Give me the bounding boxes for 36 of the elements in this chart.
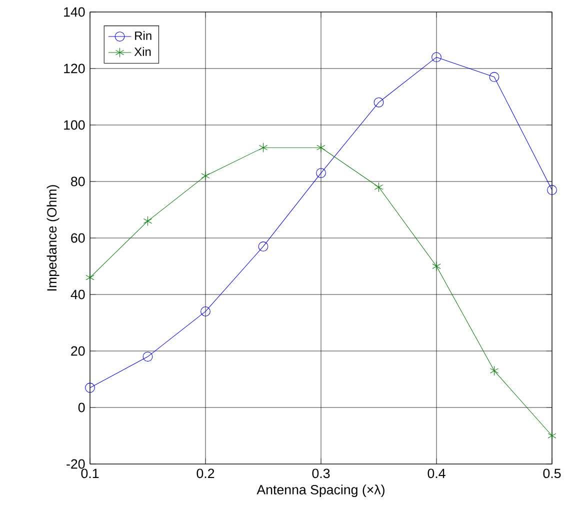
point [547, 185, 557, 195]
y-tick-label: -20 [66, 459, 85, 469]
x-axis-title: Antenna Spacing (×λ) [256, 484, 384, 498]
point [258, 242, 268, 252]
y-tick-label: 0 [78, 402, 85, 412]
point [316, 142, 326, 153]
y-tick-label: 40 [70, 290, 85, 300]
point [374, 182, 384, 192]
point [489, 72, 500, 82]
y-tick-label: 120 [64, 64, 85, 74]
point [548, 430, 556, 441]
x-tick-label: 0.1 [81, 468, 99, 478]
x-tick-label: 0.3 [312, 468, 330, 478]
point [490, 366, 499, 376]
y-tick-label: 80 [71, 176, 85, 186]
y-axis-title: Impedance (Ohm) [46, 185, 60, 290]
x-tick-label: 0.4 [428, 468, 446, 478]
y-tick-label: 140 [64, 7, 85, 17]
point [432, 261, 441, 272]
point [374, 97, 384, 108]
point [200, 306, 210, 316]
x-tick-label: 0.5 [543, 468, 561, 478]
point [143, 216, 152, 226]
point [85, 382, 95, 393]
y-tick-label: 60 [71, 233, 85, 243]
y-tick-label: 20 [71, 346, 85, 356]
point [258, 142, 268, 153]
point [201, 170, 210, 181]
y-tick-label: 100 [64, 120, 85, 130]
point [316, 168, 326, 178]
legend-label: Xin [134, 47, 151, 56]
x-tick-label: 0.2 [196, 468, 214, 478]
point [86, 272, 94, 282]
legend-label: Rin [135, 31, 152, 40]
point [142, 352, 153, 362]
point [432, 52, 442, 62]
